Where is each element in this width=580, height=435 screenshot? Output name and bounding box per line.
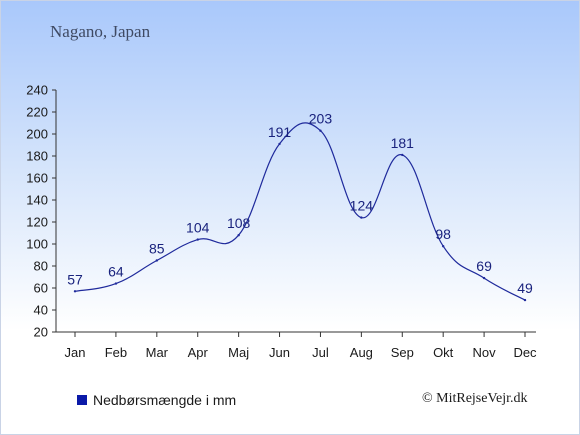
data-point xyxy=(441,245,445,248)
y-tick-label: 40 xyxy=(34,303,48,318)
data-point xyxy=(523,298,527,302)
x-tick-label: Nov xyxy=(473,345,497,360)
y-tick-label: 160 xyxy=(26,171,48,186)
data-label: 85 xyxy=(149,241,165,257)
data-point xyxy=(196,238,199,241)
data-label: 124 xyxy=(350,198,374,214)
data-point xyxy=(278,142,281,146)
y-tick-label: 240 xyxy=(26,83,48,98)
data-label: 64 xyxy=(108,264,124,280)
x-tick-label: Apr xyxy=(188,345,209,360)
data-point xyxy=(482,276,486,280)
data-label: 203 xyxy=(309,111,333,127)
y-tick-label: 80 xyxy=(34,259,48,274)
x-tick-label: Feb xyxy=(105,345,127,360)
data-label: 108 xyxy=(227,215,251,231)
series-line xyxy=(74,122,526,301)
data-point xyxy=(401,153,404,157)
y-tick-label: 220 xyxy=(26,105,48,120)
y-tick-label: 100 xyxy=(26,237,48,252)
data-label: 69 xyxy=(476,258,492,274)
legend-swatch xyxy=(77,395,87,405)
data-label: 181 xyxy=(391,135,415,151)
x-tick-label: Dec xyxy=(513,345,537,360)
x-tick-label: Sep xyxy=(391,345,414,360)
copyright-text: © MitRejseVejr.dk xyxy=(422,391,528,406)
y-tick-label: 200 xyxy=(26,127,48,142)
data-label: 104 xyxy=(186,220,210,236)
y-tick-label: 180 xyxy=(26,149,48,164)
chart-title: Nagano, Japan xyxy=(50,22,151,41)
data-point xyxy=(237,234,240,237)
y-tick-label: 60 xyxy=(34,281,48,296)
data-point xyxy=(114,282,118,285)
x-tick-label: Jan xyxy=(65,345,86,360)
data-label: 57 xyxy=(67,271,83,287)
legend: Nedbørsmængde i mm xyxy=(77,392,236,408)
data-label: 191 xyxy=(268,124,292,140)
data-point xyxy=(155,259,159,262)
data-point xyxy=(73,290,77,293)
x-tick-label: Mar xyxy=(146,345,169,360)
y-tick-label: 120 xyxy=(26,215,48,230)
x-tick-label: Okt xyxy=(433,345,454,360)
data-label: 49 xyxy=(517,280,533,296)
y-tick-label: 140 xyxy=(26,193,48,208)
x-tick-label: Jun xyxy=(269,345,290,360)
data-point xyxy=(360,216,363,219)
y-tick-label: 20 xyxy=(34,325,48,340)
data-point xyxy=(319,129,322,132)
x-tick-label: Aug xyxy=(350,345,373,360)
legend-label: Nedbørsmængde i mm xyxy=(93,392,237,408)
data-label: 98 xyxy=(435,226,451,242)
x-tick-label: Jul xyxy=(312,345,329,360)
x-tick-label: Maj xyxy=(228,345,249,360)
